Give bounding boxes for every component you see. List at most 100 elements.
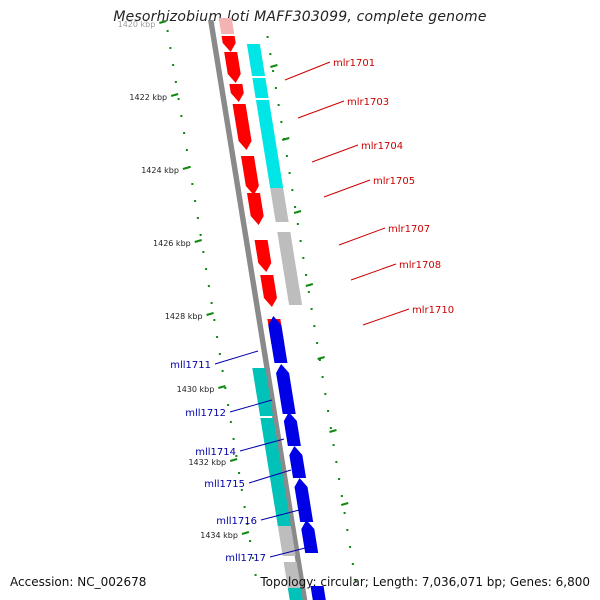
scale-dot [180,115,183,117]
major-tick [182,166,191,170]
leader-line [214,350,259,365]
scale-dot [343,512,346,514]
forward-gene-arrow [260,275,277,307]
scale-dot [254,574,257,576]
gene-label-forward: mlr1703 [347,97,389,108]
scale-dot [191,183,194,185]
scale-dot [272,70,275,72]
outer-major-tick [329,429,337,433]
scale-dot [305,274,308,276]
scale-dot [266,36,269,38]
reverse-gene-arrow [294,478,314,522]
major-tick [170,93,179,97]
scale-dot [351,563,354,565]
scale-dot [174,81,177,83]
scale-dot [227,404,230,406]
scale-dot [210,302,213,304]
leader-line [229,399,273,413]
major-tick [159,20,167,24]
major-tick [218,385,226,389]
scale-dots [166,30,357,582]
scale-dot [340,495,343,497]
scale-dot [216,336,219,338]
forward-gene-arrow [229,84,244,102]
forward-alt-feature [246,44,266,76]
gene-label-reverse: mll1714 [195,447,236,458]
scale-dot [218,353,221,355]
forward-gene-arrow [246,193,264,225]
leader-line [350,263,397,281]
scale-dot [327,410,330,412]
scale-dot [169,47,172,49]
tick-label: 1432 kbp [188,458,226,467]
leader-line [323,179,371,198]
scale-dot [354,580,357,582]
genome-backbone [208,20,308,600]
reverse-gene-arrow [289,446,307,478]
gene-label-reverse: mll1712 [185,408,226,419]
gene-label-reverse: mll1717 [225,553,266,564]
scale-dot [274,87,277,89]
scale-dot [338,478,341,480]
scale-dot [329,427,332,429]
scale-dot [321,376,324,378]
accession-text: Accession: NC_002678 [10,575,147,589]
tick-label: 1424 kbp [141,166,179,175]
scale-dot [221,370,224,372]
scale-dot [213,319,216,321]
forward-gene-arrow [221,36,236,52]
reverse-gene-arrow [283,412,301,446]
gene-label-forward: mlr1708 [399,260,441,271]
gene-features [218,18,326,600]
scale-dot [307,291,310,293]
tick-label: 1422 kbp [129,93,167,102]
forward-alt-feature [255,100,284,188]
scale-ticks: 1420 kbp 1422 kbp 1424 kbp 1426 kbp 1428 kbp… [118,20,349,540]
backbone-line [208,20,308,600]
scale-dot [332,444,335,446]
major-tick [194,239,203,243]
scale-dot [318,359,321,361]
forward-gene-arrow [224,52,241,83]
outer-major-tick [317,356,325,360]
scale-dot [249,540,252,542]
leader-line [239,438,285,452]
genome-title: Mesorhizobium loti MAFF303099, complete … [113,9,487,25]
gene-label-forward: mlr1710 [412,305,454,316]
leader-line [284,61,331,81]
scale-dot [185,149,188,151]
gene-label-forward: mlr1701 [333,58,375,69]
scale-dot [172,64,175,66]
gene-label-reverse: mll1715 [204,479,245,490]
scale-dot [299,240,302,242]
scale-dot [251,557,254,559]
scale-dot [194,200,197,202]
reverse-gene-arrow [268,316,288,363]
leader-line [362,308,410,326]
gene-label-forward: mlr1705 [373,176,415,187]
scale-dot [232,438,235,440]
scale-dot [302,257,305,259]
reverse-gene-arrow [301,520,319,553]
gray-feature [277,232,303,305]
leader-line [269,545,314,558]
gray-feature [270,188,289,222]
scale-dot [202,251,205,253]
tick-label: 1420 kbp [118,20,156,29]
gene-label-forward: mlr1704 [361,141,403,152]
scale-dot [207,285,210,287]
scale-dot [183,132,186,134]
outer-major-tick [293,210,302,214]
forward-alt-feature [252,78,269,98]
scale-dot [229,421,232,423]
leader-line [311,144,359,163]
scale-dot [240,489,243,491]
scale-dot [177,98,180,100]
scale-dot [346,529,349,531]
scale-dot [310,308,313,310]
tick-label: 1428 kbp [165,312,203,321]
scale-dot [166,30,169,32]
leader-line [297,100,345,119]
